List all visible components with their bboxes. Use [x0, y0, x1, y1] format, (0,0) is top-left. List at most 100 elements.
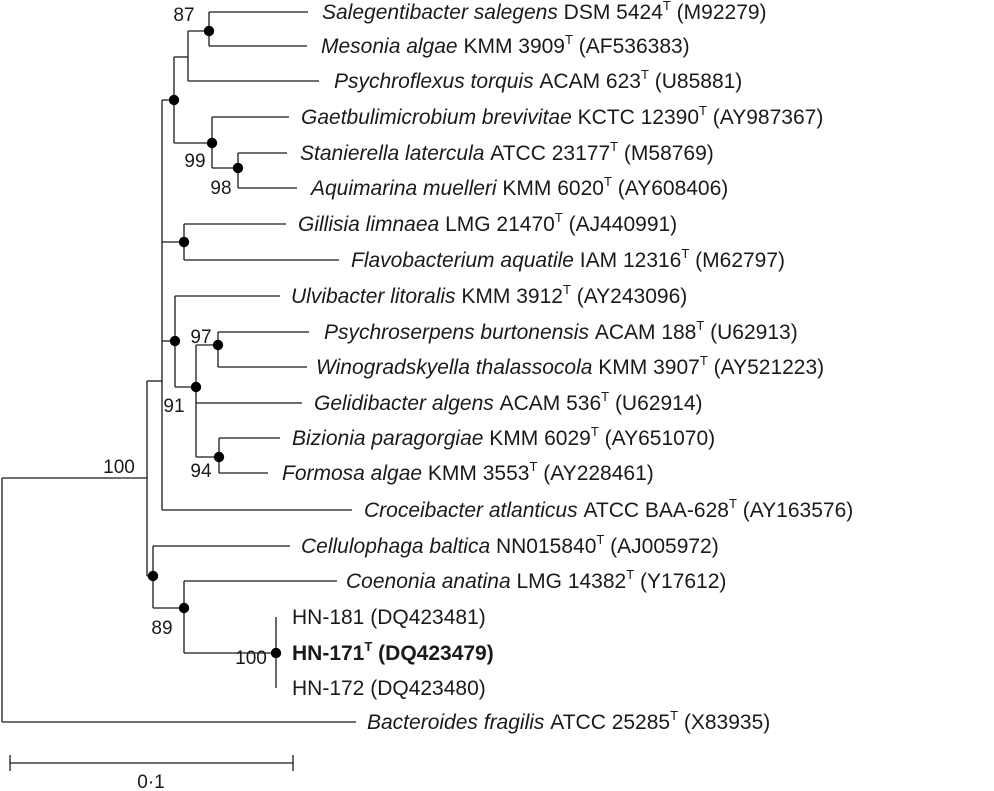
leaf-species-name: Gaetbulimicrobium brevivitae [301, 106, 578, 129]
type-strain-superscript: T [641, 67, 649, 82]
leaf-species-name: Bacteroides fragilis [367, 711, 550, 734]
type-strain-superscript: T [670, 708, 678, 723]
leaf-strain: LMG 14382 [516, 570, 626, 593]
leaf-label-aquimarina: Aquimarina muelleri KMM 6020T (AY608406) [309, 174, 728, 200]
bootstrap-dot-n_cohn [178, 602, 190, 614]
bootstrap-dot-n_gf [178, 236, 190, 248]
leaf-accession: (DQ423479) [372, 642, 493, 665]
type-strain-superscript: T [610, 139, 618, 154]
bootstrap-value-stan_aqui: 98 [210, 178, 231, 199]
bootstrap-dot-n_pw [212, 339, 224, 351]
leaf-accession: (AJ440991) [563, 213, 677, 236]
type-strain-superscript: T [663, 0, 671, 13]
leaf-species-name: Cellulophaga baltica [301, 535, 496, 558]
type-strain-superscript: T [565, 32, 573, 47]
leaf-accession: (U62914) [609, 392, 702, 415]
leaf-strain: IAM 12316 [580, 249, 682, 272]
bootstrap-value-ingroup_root: 100 [103, 457, 135, 478]
leaf-accession: (U62913) [704, 321, 797, 344]
type-strain-superscript: T [563, 282, 571, 297]
leaf-species-name: Ulvibacter litoralis [291, 285, 461, 308]
bootstrap-dot-n_gsa [206, 137, 218, 149]
bootstrap-dot-n_sa [232, 162, 244, 174]
leaf-species-name: Winogradskyella thalassocola [316, 356, 598, 379]
type-strain-superscript: T [700, 353, 708, 368]
leaf-species-name: Coenonia anatina [346, 570, 516, 593]
scale-bar: 0·1 [9, 755, 294, 791]
leaf-strain: KCTC 12390 [578, 106, 699, 129]
bootstrap-value-salegens_mesonia: 87 [173, 5, 194, 26]
leaf-label-stanierella: Stanierella latercula ATCC 23177T (M5876… [300, 139, 714, 165]
bootstrap-value-psychro_wino: 97 [190, 327, 211, 348]
leaf-label-psychroflexus: Psychroflexus torquis ACAM 623T (U85881) [334, 67, 742, 93]
bootstrap-value-hn_strains: 100 [235, 648, 267, 669]
leaf-species-name: Formosa algae [282, 462, 428, 485]
leaf-strain: ATCC 25285 [550, 711, 670, 734]
leaf-accession: (AF536383) [573, 35, 690, 58]
leaf-label-formosa: Formosa algae KMM 3553T (AY228461) [282, 459, 654, 485]
leaf-label-bizionia: Bizionia paragorgiae KMM 6029T (AY651070… [292, 424, 715, 450]
leaf-strain: KMM 6020 [502, 177, 604, 200]
leaf-strain: ACAM 188 [595, 321, 697, 344]
bootstrap-node-markers [147, 25, 282, 659]
leaf-accession: (M92279) [671, 1, 767, 24]
type-strain-superscript: T [601, 389, 609, 404]
bootstrap-dot-n_u [169, 335, 181, 347]
bootstrap-value-gelidibacter_group: 91 [163, 396, 184, 417]
leaf-label-gaetbulimicrobium: Gaetbulimicrobium brevivitae KCTC 12390T… [301, 103, 823, 129]
type-strain-superscript: T [681, 246, 689, 261]
bootstrap-dot-n_sm [203, 25, 215, 37]
leaf-label-cellulophaga: Cellulophaga baltica NN015840T (AJ005972… [301, 532, 719, 558]
type-strain-superscript: T [696, 318, 704, 333]
leaf-strain: DSM 5424 [564, 1, 664, 24]
leaf-strain: KMM 6029 [489, 427, 591, 450]
leaf-strain: ATCC BAA-628 [583, 499, 729, 522]
leaf-species-name: Psychroserpens burtonensis [324, 321, 595, 344]
leaf-species-name: Psychroflexus torquis [334, 70, 539, 93]
leaf-accession: (Y17612) [634, 570, 726, 593]
leaf-label-coenonia: Coenonia anatina LMG 14382T (Y17612) [346, 567, 726, 593]
leaf-label-gillisia: Gillisia limnaea LMG 21470T (AJ440991) [298, 210, 677, 236]
type-strain-superscript: T [699, 103, 707, 118]
leaf-label-flavobacterium: Flavobacterium aquatile IAM 12316T (M627… [351, 246, 785, 272]
leaf-species-name: Bizionia paragorgiae [292, 427, 489, 450]
leaf-accession: (AY987367) [707, 106, 823, 129]
leaf-strain: KMM 3553 [428, 462, 530, 485]
leaf-accession: (U85881) [649, 70, 742, 93]
leaf-label-hn171: HN-171T (DQ423479) [292, 639, 494, 665]
bootstrap-dot-n_top [168, 94, 180, 106]
leaf-species-name: Mesonia algae [321, 35, 463, 58]
leaf-label-bacteroides: Bacteroides fragilis ATCC 25285T (X83935… [367, 708, 770, 734]
leaf-strain: ACAM 536 [500, 392, 602, 415]
bootstrap-value-coenonia_hn: 89 [151, 618, 172, 639]
leaf-accession: (X83935) [678, 711, 770, 734]
leaf-strain: KMM 3909 [463, 35, 565, 58]
leaf-strain: KMM 3912 [461, 285, 563, 308]
type-strain-superscript: T [729, 496, 737, 511]
scale-bar-label: 0·1 [137, 772, 164, 791]
leaf-accession: (AY608406) [612, 177, 728, 200]
leaf-strain: KMM 3907 [598, 356, 700, 379]
leaf-accession: (AY521223) [708, 356, 824, 379]
leaf-species-name: Flavobacterium aquatile [351, 249, 580, 272]
leaf-accession: (DQ423480) [364, 677, 485, 700]
leaf-accession: (DQ423481) [364, 606, 485, 629]
leaf-label-psychroserpens: Psychroserpens burtonensis ACAM 188T (U6… [324, 318, 798, 344]
bootstrap-dot-n_bf [213, 451, 225, 463]
leaf-species-name: Salegentibacter salegens [322, 1, 564, 24]
leaf-strain: HN-172 [292, 677, 364, 700]
leaf-species-name: Stanierella latercula [300, 142, 490, 165]
bootstrap-dot-n_hn [270, 647, 282, 659]
leaf-label-gelidibacter: Gelidibacter algens ACAM 536T (U62914) [314, 389, 703, 415]
leaf-accession: (AY651070) [599, 427, 715, 450]
leaf-species-name: Gelidibacter algens [314, 392, 500, 415]
type-strain-superscript: T [555, 210, 563, 225]
type-strain-superscript: T [604, 174, 612, 189]
leaf-strain: NN015840 [496, 535, 596, 558]
type-strain-superscript: T [529, 459, 537, 474]
leaf-strain: ATCC 23177 [490, 142, 610, 165]
leaf-accession: (M58769) [618, 142, 714, 165]
leaf-label-ulvibacter: Ulvibacter litoralis KMM 3912T (AY243096… [291, 282, 687, 308]
